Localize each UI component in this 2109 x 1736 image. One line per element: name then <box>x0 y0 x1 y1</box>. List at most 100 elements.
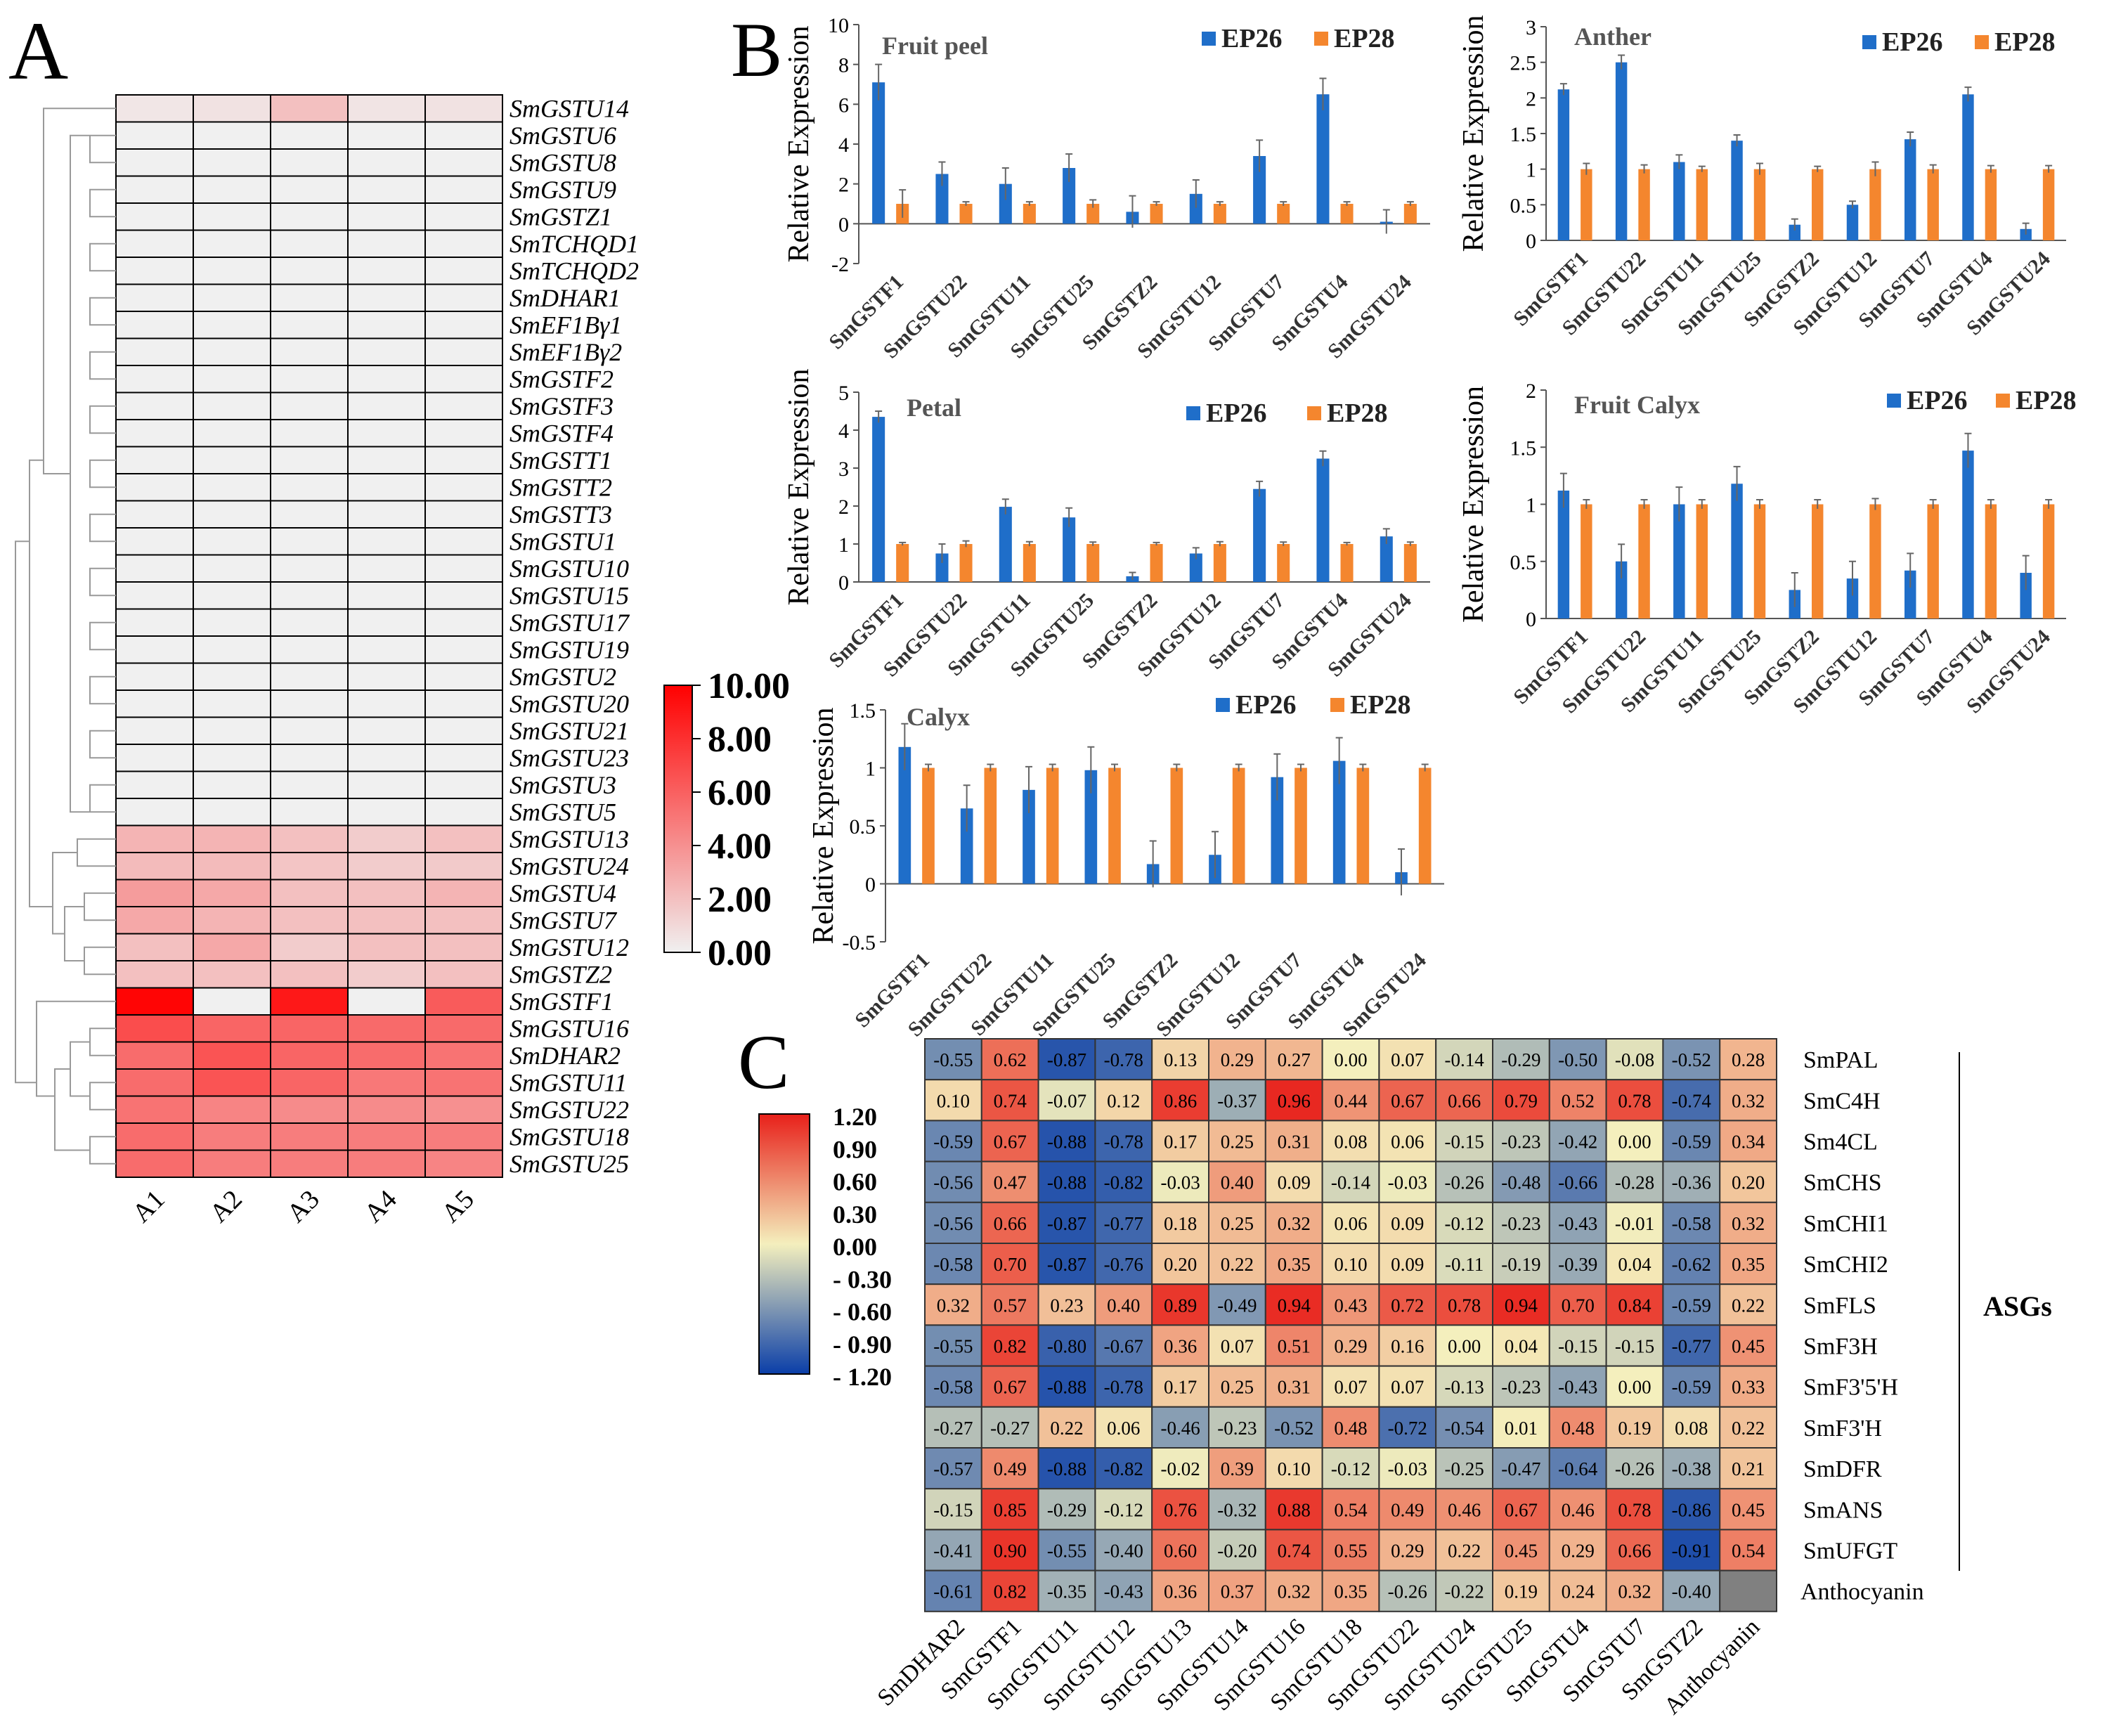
legend-swatch-ep26 <box>1186 406 1200 420</box>
heatmap-cell <box>193 689 271 718</box>
heatmap-cell <box>193 635 271 664</box>
row-label: SmGSTU2 <box>510 663 616 691</box>
correlation-value: -0.40 <box>1104 1541 1143 1562</box>
correlation-value: -0.82 <box>1104 1458 1143 1479</box>
heatmap-cell <box>347 906 426 935</box>
row-label: SmGSTU19 <box>510 636 629 664</box>
bar-ep28 <box>1927 504 1939 618</box>
correlation-value: -0.43 <box>1558 1377 1597 1398</box>
error-bar <box>925 763 932 772</box>
correlation-value: -0.47 <box>1501 1458 1540 1479</box>
correlation-value: 0.07 <box>1391 1377 1424 1398</box>
correlation-row-label: SmFLS <box>1803 1293 1876 1319</box>
error-bar <box>1907 131 1914 147</box>
heatmap-cell <box>115 419 194 448</box>
bar-ep28 <box>1086 204 1100 224</box>
correlation-cell <box>1094 1120 1153 1162</box>
error-bar <box>1814 499 1822 509</box>
heatmap-cell <box>115 635 194 664</box>
correlation-cell <box>1037 1529 1096 1572</box>
heatmap-cell <box>270 662 349 691</box>
correlation-cell <box>1662 1201 1721 1245</box>
error-bar <box>1618 54 1625 70</box>
correlation-value: -0.88 <box>1047 1172 1086 1193</box>
correlation-value: 0.66 <box>994 1213 1027 1234</box>
bar-ep28 <box>922 767 935 884</box>
correlation-value: 0.31 <box>1278 1132 1311 1153</box>
correlation-cell <box>980 1488 1039 1531</box>
correlation-value: 0.70 <box>994 1254 1027 1275</box>
correlation-value: 0.45 <box>1732 1499 1765 1520</box>
bar-ep26 <box>1557 89 1570 240</box>
correlation-cell <box>1321 1529 1380 1572</box>
row-label: SmGSTU8 <box>510 149 616 177</box>
heatmap-cell <box>347 337 426 366</box>
correlation-value: 0.48 <box>1334 1418 1367 1439</box>
correlation-cell <box>1662 1488 1721 1531</box>
correlation-cell <box>1321 1406 1380 1449</box>
correlation-cell <box>980 1324 1039 1367</box>
row-label: SmGSTZ2 <box>510 961 612 989</box>
heatmap-cell <box>115 527 194 556</box>
error-bar <box>1964 86 1972 102</box>
error-bar <box>1929 164 1937 174</box>
bar-ep26 <box>1316 94 1330 224</box>
y-tick-label: 3 <box>838 458 849 481</box>
heatmap-cell <box>270 608 349 637</box>
bar-chart-anther: 0 0.5 1 1.5 2 2.5 3 Relative Expression Anther EP… <box>1458 15 2066 339</box>
correlation-value: -0.40 <box>1672 1581 1711 1602</box>
error-bar <box>2022 555 2030 590</box>
correlation-cell <box>1605 1324 1664 1367</box>
error-bar <box>1280 201 1287 206</box>
correlation-value: 0.06 <box>1107 1418 1140 1439</box>
correlation-value: 0.31 <box>1278 1377 1311 1398</box>
legend-swatch-ep26 <box>1862 35 1876 49</box>
error-bar <box>899 541 907 546</box>
correlation-cell <box>1435 1120 1493 1162</box>
correlation-cell <box>1151 1365 1209 1408</box>
heatmap-cell <box>424 635 503 664</box>
error-bar <box>1698 165 1706 172</box>
correlation-value: -0.61 <box>933 1581 973 1602</box>
heatmap-cell <box>424 257 503 285</box>
correlation-cell <box>1037 1243 1096 1285</box>
correlation-cell <box>1151 1529 1209 1572</box>
correlation-cell <box>1094 1201 1153 1245</box>
heatmap-cell <box>115 1041 194 1070</box>
error-bar <box>1335 737 1343 784</box>
correlation-cell <box>1605 1120 1664 1162</box>
correlation-cell <box>1208 1038 1266 1081</box>
correlation-cell <box>1435 1160 1493 1203</box>
correlation-cell <box>1037 1488 1096 1531</box>
correlation-value: 0.28 <box>1732 1049 1765 1070</box>
heatmap-cell <box>115 1014 194 1043</box>
correlation-cell <box>924 1324 982 1367</box>
correlation-cell <box>1435 1201 1493 1245</box>
error-bar <box>1382 209 1390 234</box>
heatmap-cell <box>115 716 194 745</box>
heatmap-cell <box>270 744 349 772</box>
y-tick-label: 0 <box>865 874 876 897</box>
column-label: A4 <box>358 1184 403 1229</box>
legend-label-ep26: EP26 <box>1235 690 1297 720</box>
legend-label-ep26: EP26 <box>1882 27 1943 57</box>
heatmap-cell <box>115 662 194 691</box>
chart-title: Fruit peel <box>882 32 988 60</box>
correlation-value: 0.45 <box>1732 1336 1765 1357</box>
bar-ep26 <box>1962 451 1974 618</box>
correlation-value: 0.70 <box>1562 1295 1595 1316</box>
bar-ep26 <box>935 553 949 582</box>
heatmap-cell <box>270 311 349 339</box>
correlation-value: -0.52 <box>1672 1049 1711 1070</box>
correlation-value: -0.03 <box>1388 1458 1427 1479</box>
correlation-value: -0.36 <box>1672 1172 1711 1193</box>
bar-ep26 <box>1189 553 1202 582</box>
correlation-cell <box>1605 1160 1664 1203</box>
correlation-value: -0.26 <box>1388 1581 1427 1602</box>
correlation-cell <box>1264 1120 1323 1162</box>
bar-ep28 <box>1403 204 1417 224</box>
y-axis-label: Relative Expression <box>783 25 815 262</box>
bar-ep26 <box>999 183 1012 224</box>
row-label: SmGSTU16 <box>510 1015 629 1043</box>
error-bar <box>2022 222 2030 235</box>
